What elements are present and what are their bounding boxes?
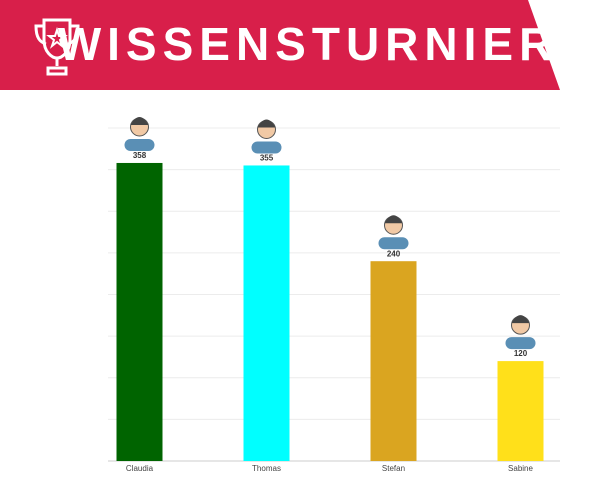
bar (370, 261, 417, 461)
chart-title: WISSENSTURNIER (58, 18, 559, 70)
avatar-icon (251, 119, 282, 154)
value-label: 358 (133, 151, 147, 160)
value-label: 355 (260, 154, 274, 163)
avatar-hair (384, 215, 403, 224)
avatar-body (124, 138, 155, 151)
title-banner (0, 0, 560, 90)
trophy-icon (34, 18, 80, 76)
avatar-icon (378, 215, 409, 250)
avatar-hair (130, 116, 149, 125)
bar (116, 162, 163, 461)
x-tick-label: Sabine (508, 464, 533, 473)
avatar-hair (511, 315, 530, 324)
avatar-body (378, 237, 409, 250)
x-tick-label: Thomas (252, 464, 281, 473)
bar (497, 361, 544, 461)
x-tick-label: Claudia (126, 464, 154, 473)
avatar-body (251, 141, 282, 154)
value-label: 120 (514, 349, 528, 358)
x-tick-label: Stefan (382, 464, 405, 473)
avatar-hair (257, 119, 276, 128)
value-label: 240 (387, 249, 401, 258)
avatar-icon (505, 315, 536, 350)
avatar-icon (124, 116, 155, 151)
bar (243, 165, 290, 461)
avatar-body (505, 337, 536, 350)
